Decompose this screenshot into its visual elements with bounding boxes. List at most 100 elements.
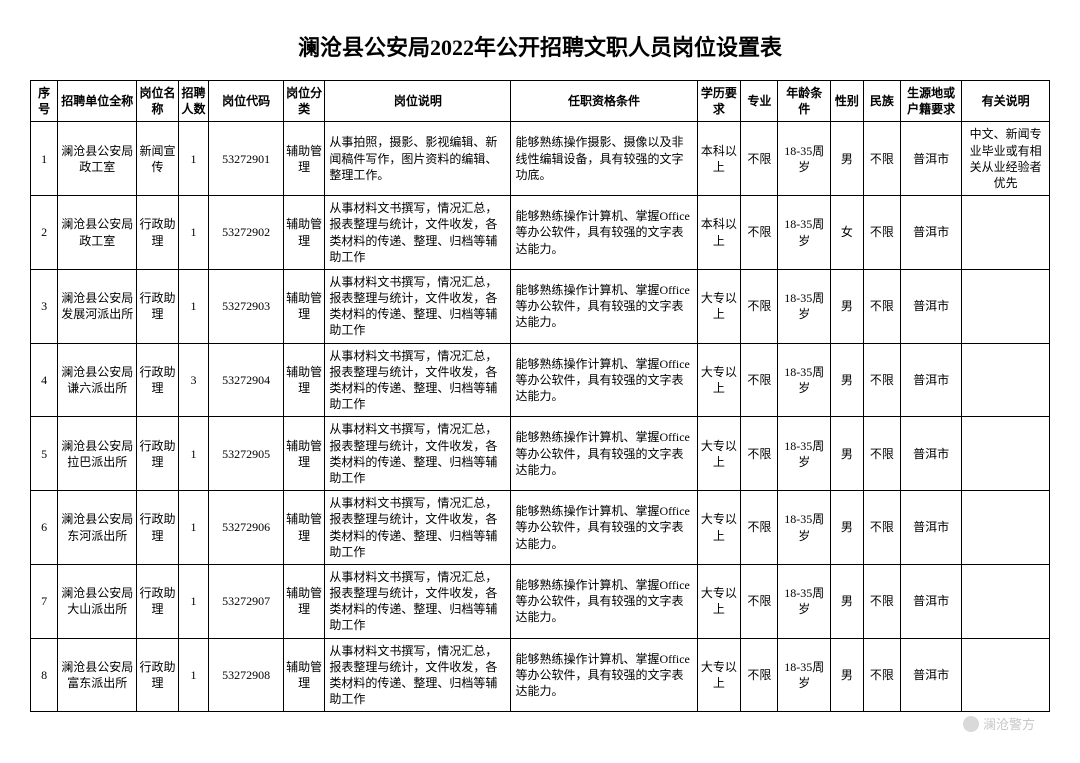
cell-age: 18-35周岁 — [778, 122, 831, 196]
cell-post: 行政助理 — [137, 491, 179, 565]
cell-num: 1 — [178, 491, 209, 565]
table-row: 3澜沧县公安局发展河派出所行政助理153272903辅助管理从事材料文书撰写，情… — [31, 269, 1050, 343]
cell-unit: 澜沧县公安局政工室 — [58, 196, 137, 270]
col-header: 序号 — [31, 81, 58, 122]
cell-no: 7 — [31, 564, 58, 638]
cell-num: 1 — [178, 269, 209, 343]
cell-num: 1 — [178, 196, 209, 270]
cell-code: 53272902 — [209, 196, 283, 270]
table-row: 8澜沧县公安局富东派出所行政助理153272908辅助管理从事材料文书撰写，情况… — [31, 638, 1050, 712]
cell-num: 1 — [178, 638, 209, 712]
cell-cat: 辅助管理 — [283, 638, 325, 712]
cell-desc: 从事材料文书撰写，情况汇总，报表整理与统计，文件收发，各类材料的传递、整理、归档… — [325, 638, 511, 712]
cell-note — [962, 269, 1050, 343]
cell-gender: 男 — [831, 122, 864, 196]
cell-qual: 能够熟练操作计算机、掌握Office等办公软件，具有较强的文字表达能力。 — [511, 269, 697, 343]
cell-age: 18-35周岁 — [778, 196, 831, 270]
cell-cat: 辅助管理 — [283, 343, 325, 417]
cell-note — [962, 638, 1050, 712]
cell-major: 不限 — [741, 343, 778, 417]
col-header: 招聘人数 — [178, 81, 209, 122]
cell-edu: 大专以上 — [697, 564, 741, 638]
cell-desc: 从事材料文书撰写，情况汇总，报表整理与统计，文件收发，各类材料的传递、整理、归档… — [325, 269, 511, 343]
col-header: 民族 — [863, 81, 900, 122]
cell-no: 2 — [31, 196, 58, 270]
cell-cat: 辅助管理 — [283, 417, 325, 491]
cell-unit: 澜沧县公安局政工室 — [58, 122, 137, 196]
col-header: 岗位名称 — [137, 81, 179, 122]
cell-major: 不限 — [741, 638, 778, 712]
cell-no: 5 — [31, 417, 58, 491]
cell-no: 4 — [31, 343, 58, 417]
cell-post: 行政助理 — [137, 196, 179, 270]
cell-gender: 男 — [831, 417, 864, 491]
cell-major: 不限 — [741, 122, 778, 196]
cell-code: 53272901 — [209, 122, 283, 196]
col-header: 学历要求 — [697, 81, 741, 122]
cell-note: 中文、新闻专业毕业或有相关从业经验者优先 — [962, 122, 1050, 196]
cell-age: 18-35周岁 — [778, 564, 831, 638]
cell-origin: 普洱市 — [901, 343, 962, 417]
cell-origin: 普洱市 — [901, 269, 962, 343]
cell-ethnic: 不限 — [863, 638, 900, 712]
cell-edu: 大专以上 — [697, 417, 741, 491]
watermark: 澜沧警方 — [963, 714, 1035, 733]
cell-desc: 从事材料文书撰写，情况汇总，报表整理与统计，文件收发，各类材料的传递、整理、归档… — [325, 196, 511, 270]
table-row: 4澜沧县公安局谦六派出所行政助理353272904辅助管理从事材料文书撰写，情况… — [31, 343, 1050, 417]
cell-num: 1 — [178, 564, 209, 638]
cell-ethnic: 不限 — [863, 564, 900, 638]
cell-note — [962, 564, 1050, 638]
cell-post: 行政助理 — [137, 343, 179, 417]
cell-note — [962, 491, 1050, 565]
cell-age: 18-35周岁 — [778, 638, 831, 712]
cell-post: 行政助理 — [137, 417, 179, 491]
cell-post: 新闻宣传 — [137, 122, 179, 196]
table-header-row: 序号招聘单位全称岗位名称招聘人数岗位代码岗位分类岗位说明任职资格条件学历要求专业… — [31, 81, 1050, 122]
table-row: 1澜沧县公安局政工室新闻宣传153272901辅助管理从事拍照，摄影、影视编辑、… — [31, 122, 1050, 196]
cell-age: 18-35周岁 — [778, 269, 831, 343]
cell-major: 不限 — [741, 564, 778, 638]
table-row: 7澜沧县公安局大山派出所行政助理153272907辅助管理从事材料文书撰写，情况… — [31, 564, 1050, 638]
col-header: 专业 — [741, 81, 778, 122]
cell-gender: 男 — [831, 491, 864, 565]
col-header: 岗位代码 — [209, 81, 283, 122]
cell-note — [962, 417, 1050, 491]
col-header: 有关说明 — [962, 81, 1050, 122]
col-header: 生源地或户籍要求 — [901, 81, 962, 122]
cell-edu: 大专以上 — [697, 343, 741, 417]
cell-post: 行政助理 — [137, 638, 179, 712]
cell-origin: 普洱市 — [901, 122, 962, 196]
table-row: 2澜沧县公安局政工室行政助理153272902辅助管理从事材料文书撰写，情况汇总… — [31, 196, 1050, 270]
cell-gender: 男 — [831, 638, 864, 712]
cell-major: 不限 — [741, 196, 778, 270]
cell-qual: 能够熟练操作计算机、掌握Office等办公软件，具有较强的文字表达能力。 — [511, 343, 697, 417]
cell-num: 1 — [178, 417, 209, 491]
cell-gender: 男 — [831, 269, 864, 343]
cell-origin: 普洱市 — [901, 491, 962, 565]
cell-unit: 澜沧县公安局富东派出所 — [58, 638, 137, 712]
cell-cat: 辅助管理 — [283, 196, 325, 270]
cell-gender: 男 — [831, 343, 864, 417]
cell-no: 8 — [31, 638, 58, 712]
cell-post: 行政助理 — [137, 564, 179, 638]
cell-major: 不限 — [741, 491, 778, 565]
cell-note — [962, 196, 1050, 270]
cell-code: 53272907 — [209, 564, 283, 638]
cell-qual: 能够熟练操作计算机、掌握Office等办公软件，具有较强的文字表达能力。 — [511, 196, 697, 270]
cell-unit: 澜沧县公安局谦六派出所 — [58, 343, 137, 417]
cell-cat: 辅助管理 — [283, 564, 325, 638]
cell-age: 18-35周岁 — [778, 491, 831, 565]
cell-post: 行政助理 — [137, 269, 179, 343]
cell-desc: 从事材料文书撰写，情况汇总，报表整理与统计，文件收发，各类材料的传递、整理、归档… — [325, 564, 511, 638]
cell-origin: 普洱市 — [901, 638, 962, 712]
cell-no: 6 — [31, 491, 58, 565]
cell-cat: 辅助管理 — [283, 269, 325, 343]
cell-unit: 澜沧县公安局大山派出所 — [58, 564, 137, 638]
cell-origin: 普洱市 — [901, 196, 962, 270]
cell-num: 1 — [178, 122, 209, 196]
cell-ethnic: 不限 — [863, 122, 900, 196]
cell-code: 53272905 — [209, 417, 283, 491]
col-header: 年龄条件 — [778, 81, 831, 122]
cell-unit: 澜沧县公安局拉巴派出所 — [58, 417, 137, 491]
cell-gender: 男 — [831, 564, 864, 638]
